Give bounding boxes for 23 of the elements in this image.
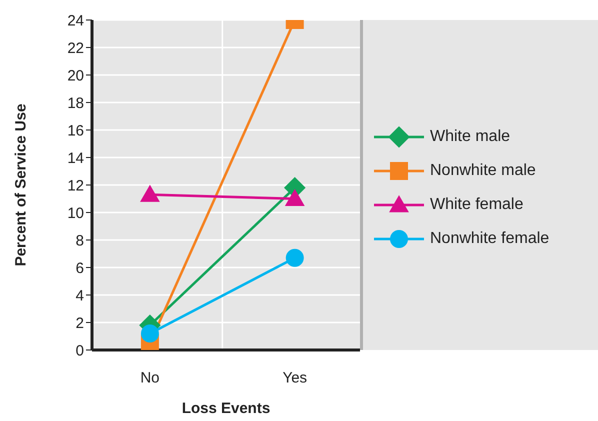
- y-axis-title: Percent of Service Use: [12, 104, 30, 266]
- y-tick-label: 2: [76, 314, 84, 332]
- y-tick-label: 22: [67, 40, 84, 57]
- y-tick-label: 12: [67, 177, 84, 194]
- y-tick-label: 20: [67, 67, 84, 84]
- legend-label: Nonwhite male: [430, 162, 536, 180]
- legend-label: Nonwhite female: [430, 230, 550, 248]
- y-tick-label: 0: [76, 342, 84, 360]
- y-tick-label: 4: [76, 287, 84, 304]
- y-tick-label: 14: [67, 150, 84, 167]
- y-tick-label: 24: [67, 12, 84, 30]
- y-tick-label: 10: [67, 204, 84, 222]
- point: [140, 324, 159, 342]
- x-axis-title: Loss Events: [182, 400, 270, 417]
- legend-label: White female: [430, 196, 524, 214]
- x-tick-label: Yes: [282, 370, 308, 387]
- y-tick-label: 8: [76, 232, 84, 250]
- y-tick-label: 16: [67, 122, 84, 140]
- legend-label: White male: [430, 128, 510, 146]
- y-tick-label: 6: [76, 260, 84, 277]
- x-tick-label: No: [140, 370, 160, 387]
- y-tick-label: 18: [67, 94, 84, 112]
- point: [286, 248, 304, 267]
